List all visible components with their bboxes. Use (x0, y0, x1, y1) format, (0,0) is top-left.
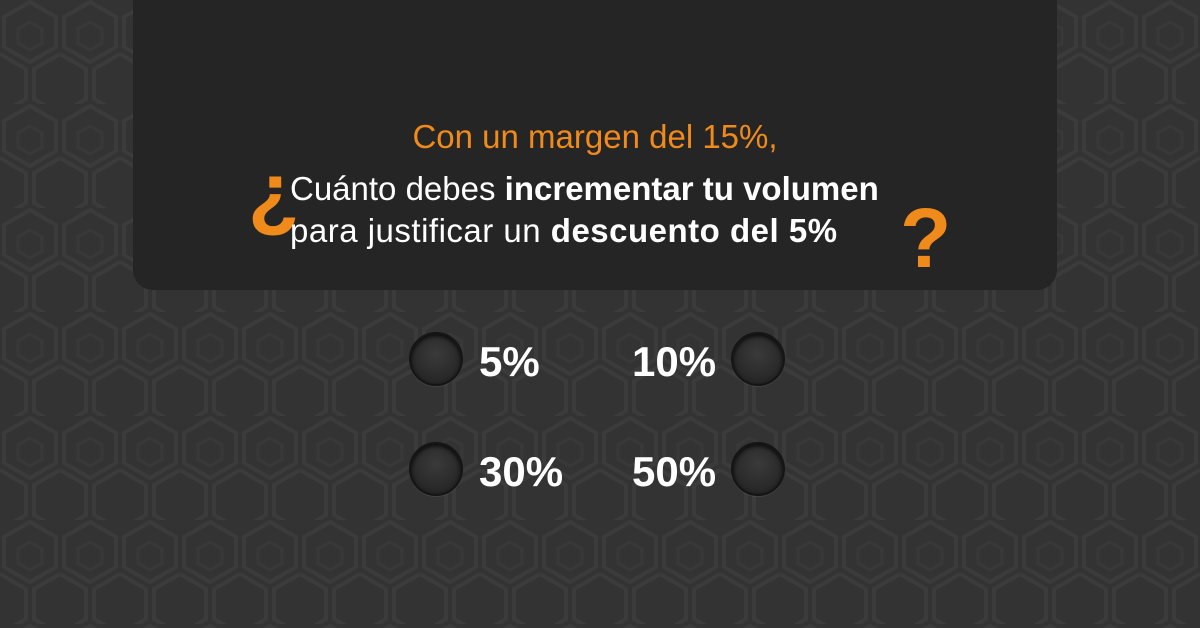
radio-option-50[interactable] (731, 442, 785, 496)
question-panel (133, 0, 1057, 290)
radio-option-5[interactable] (409, 332, 463, 386)
question-line-2-normal: para justificar un (290, 212, 551, 249)
question-line-1: Cuánto debes incrementar tu volumen (290, 170, 879, 208)
question-line-1-normal: Cuánto debes (290, 170, 505, 207)
question-line-2-bold: descuento del 5% (550, 212, 838, 249)
question-line-2: para justificar un descuento del 5% (290, 212, 838, 250)
radio-option-30[interactable] (409, 442, 463, 496)
open-question-mark: ¿ (248, 145, 300, 239)
option-label-5: 5% (479, 338, 540, 385)
option-label-10: 10% (632, 338, 717, 385)
option-label-30: 30% (479, 448, 564, 495)
radio-option-10[interactable] (731, 332, 785, 386)
question-intro: Con un margen del 15%, (412, 118, 778, 155)
close-question-mark: ? (900, 191, 952, 285)
question-line-1-bold: incrementar tu volumen (504, 170, 879, 207)
option-label-50: 50% (632, 448, 717, 495)
